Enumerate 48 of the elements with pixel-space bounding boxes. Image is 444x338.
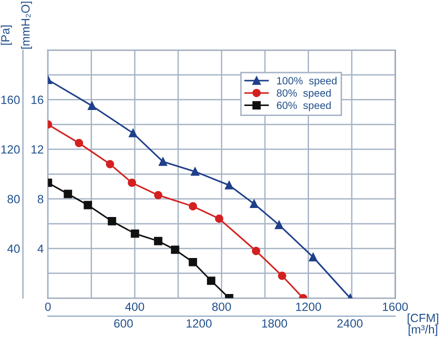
x-tick-label: 1200 (296, 302, 322, 311)
x-axis-title: [CFM] (408, 314, 438, 325)
point (188, 258, 198, 266)
point (190, 167, 200, 176)
y-axis-title: [mmH₂O] (20, 2, 32, 49)
point (170, 246, 180, 254)
y-tick-label: 12 (32, 145, 44, 154)
point (108, 217, 116, 226)
point (224, 181, 234, 190)
point (215, 214, 224, 223)
point (308, 253, 318, 262)
legend-label: 60% speed (276, 101, 331, 112)
point (158, 158, 168, 166)
y2-tick-label: 40 (7, 244, 20, 253)
point (188, 202, 198, 210)
point (278, 272, 286, 280)
x2-tick-label: 2400 (337, 319, 363, 328)
point (154, 190, 162, 200)
point (64, 190, 72, 198)
x2-tick-label: 1800 (262, 319, 288, 328)
point (206, 276, 216, 285)
y2-tick-label: 160 (1, 96, 20, 104)
y-tick-label: 4 (37, 244, 44, 253)
x-tick-label: 0 (45, 302, 51, 311)
x-tick-label: 1600 (382, 302, 408, 311)
legend-label: 100% speed (277, 76, 337, 86)
x2-axis-title: [m³/h] (408, 324, 438, 336)
point (250, 200, 258, 208)
point (130, 229, 140, 238)
point (106, 160, 114, 168)
point (128, 128, 138, 138)
point (154, 236, 162, 246)
point (274, 220, 284, 230)
y-tick-label: 8 (38, 194, 44, 204)
point (252, 246, 260, 256)
point (84, 200, 92, 210)
y2-tick-label: 80 (8, 194, 20, 204)
x-tick-label: 400 (125, 302, 144, 311)
x2-tick-label: 600 (114, 319, 133, 328)
legend-label: 80% speed (276, 89, 331, 99)
x-tick-label: 800 (212, 302, 231, 311)
y2-axis-title: [Pa] (0, 25, 12, 45)
point (128, 178, 136, 187)
y2-tick-label: 120 (1, 145, 20, 154)
y-tick-label: 16 (32, 96, 44, 104)
point (74, 138, 84, 148)
point (88, 102, 96, 110)
x2-tick-label: 1200 (186, 319, 212, 328)
